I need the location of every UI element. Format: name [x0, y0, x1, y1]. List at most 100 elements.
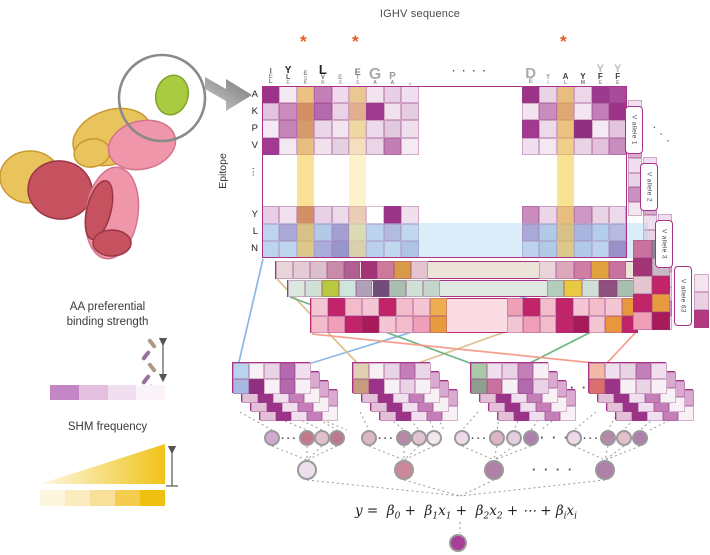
stack-cell: [279, 378, 296, 394]
feature-cell: [413, 298, 430, 316]
heatmap-cell: [366, 137, 384, 155]
v-allele-tab: V allele 2: [640, 163, 658, 211]
feature-cell: [377, 261, 395, 279]
feature-cell: [523, 298, 540, 316]
stack-front-layer: [588, 362, 667, 394]
stack-front-layer: [352, 362, 431, 394]
stack-cell: [589, 363, 605, 379]
feature-cell: [338, 279, 356, 297]
allele63-cell: [694, 292, 709, 310]
asterisk-marker: *: [560, 32, 567, 51]
feature-cell: [292, 261, 310, 279]
feature-cell: [345, 315, 362, 333]
heatmap-cell: [331, 137, 349, 155]
feature-cell: [605, 315, 622, 333]
feature-cell: [539, 298, 557, 316]
stack-cell: [384, 363, 400, 379]
logo-letter: K: [303, 79, 308, 86]
stack-cell: [604, 363, 621, 379]
logo-letter: E: [338, 75, 343, 81]
heatmap-cell: [314, 137, 332, 155]
heatmap-cell: [539, 120, 557, 138]
stack-cell: [279, 363, 296, 379]
feature-cell: [379, 315, 396, 333]
logo-letter: Y: [580, 72, 586, 82]
feature-cell: [276, 261, 293, 279]
epitope-row-label: A: [251, 89, 258, 100]
heatmap-cell: [279, 120, 297, 138]
heatmap-cell: [539, 103, 557, 121]
allele63-cell: [694, 274, 709, 292]
feature-cell: [343, 261, 361, 279]
heatmap-cell: [383, 137, 402, 155]
stack-cell: [486, 378, 503, 394]
heatmap-cell: [522, 206, 540, 224]
node-group-dots: ···: [281, 433, 298, 445]
logo-column: A: [401, 38, 418, 85]
heatmap-cell: [331, 120, 349, 138]
logo-letter: E: [286, 79, 290, 86]
beige-feature-row: [275, 261, 652, 279]
shm-frequency-legend-label: SHM frequency: [67, 421, 148, 433]
heatmap-cell: [401, 206, 419, 224]
network-node: [329, 430, 345, 446]
stack-cell: [620, 378, 636, 394]
logo-letter: E: [528, 79, 533, 86]
heatmap-cell: [279, 223, 297, 241]
feature-cell: [326, 261, 344, 279]
feature-cell: [591, 261, 609, 279]
logo-letter: Y: [614, 63, 622, 76]
logo-letter: L: [268, 79, 273, 86]
aa-gradient-segment: [78, 385, 108, 400]
network-node: [361, 430, 377, 446]
stack-cell: [471, 378, 487, 394]
allele63-cell: [651, 312, 670, 330]
aa-gradient-segment: [107, 385, 137, 400]
stack-cell: [589, 378, 605, 394]
network-node: [299, 430, 315, 446]
aa-gradient-segment: [136, 385, 165, 400]
logo-gap-dots: · · · ·: [452, 66, 488, 77]
aa-binding-legend-label: AA preferential binding strength: [66, 301, 149, 328]
heatmap-cell: [383, 120, 402, 138]
stack-cell: [533, 363, 549, 379]
logo-letter: F: [597, 72, 603, 82]
heatmap-cell: [401, 120, 419, 138]
heatmap-cell: [314, 206, 332, 224]
feature-cell: [423, 279, 441, 297]
stack-cell: [368, 378, 385, 394]
heatmap-cell: [539, 137, 557, 155]
allele63-cell: [633, 294, 652, 312]
epitope-row-label: Y: [251, 209, 258, 220]
pooled-node: [394, 460, 414, 480]
epitope-row-label: V: [251, 140, 258, 151]
feature-cell: [556, 298, 573, 316]
heatmap-cell: [314, 223, 332, 241]
heatmap-cell: [591, 120, 609, 138]
feature-cell: [599, 279, 617, 297]
v-allele-label: V allele 1: [630, 115, 638, 145]
heatmap-cell: [609, 206, 627, 224]
stack-cell: [295, 363, 311, 379]
figure-title: IGHV sequence: [379, 8, 461, 20]
asterisk-marker: *: [300, 32, 307, 51]
feature-cell: [288, 279, 305, 297]
shm-gradient-segment: [140, 490, 165, 506]
logo-letter: E: [268, 74, 273, 81]
feature-cell: [616, 279, 634, 297]
heatmap-cell: [574, 206, 592, 224]
feature-cell: [430, 298, 447, 316]
stack-cell: [620, 363, 636, 379]
inter-group-dots: · · ·: [540, 430, 571, 445]
stack-cell: [533, 378, 549, 394]
v-allele-label: V allele 3: [660, 229, 668, 259]
heatmap-cell: [383, 103, 402, 121]
allele63-cell: [633, 276, 652, 294]
stack-cell: [368, 363, 385, 379]
green-feature-row: [287, 279, 660, 297]
level2-dots: · · · ·: [532, 462, 575, 477]
stack-cell: [233, 378, 249, 394]
